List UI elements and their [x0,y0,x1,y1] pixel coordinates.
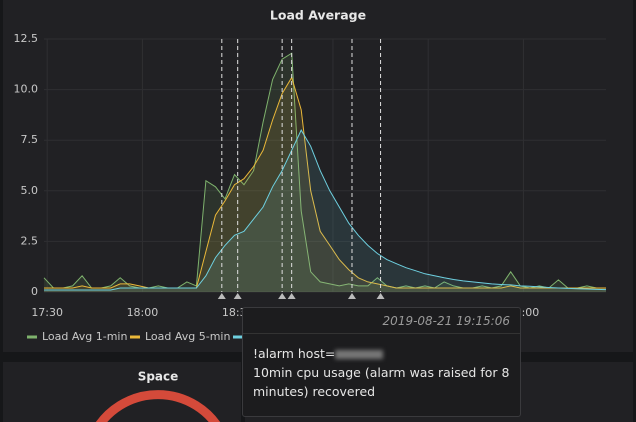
tooltip-line: !alarm host= [253,344,510,363]
y-tick-label: 5.0 [21,184,39,197]
tooltip-line: 10min cpu usage (alarm was raised for 8 … [253,365,510,399]
series-line [44,76,606,289]
series-line [44,129,607,291]
tooltip: 2019-08-21 19:15:06 !alarm host= 10min c… [242,307,521,417]
series-area [44,130,606,292]
tooltip-text: !alarm host= [253,346,336,361]
y-tick-label: 10.0 [14,83,39,96]
annotation-marker [233,293,242,299]
y-tick-label: 12.5 [14,32,39,45]
redacted [335,350,384,359]
annotation-marker [376,293,385,299]
panel [3,0,633,352]
panel-title: Space [138,370,179,384]
x-tick-label: 17:30 [31,306,63,319]
annotation-marker [278,293,287,299]
annotation-marker [217,293,226,299]
y-tick-label: 2.5 [21,234,39,247]
legend-label: Load Avg 1-min [42,330,127,343]
chart-title: Load Average [270,8,366,23]
y-tick-label: 0 [31,285,38,298]
series-area [44,77,606,292]
x-tick-label: 18:00 [127,306,159,319]
gauge-arc [95,390,221,422]
annotation-marker [347,293,356,299]
tooltip-time: 2019-08-21 19:15:06 [243,308,520,334]
legend-label: Load Avg 5-min [145,330,230,343]
y-tick-label: 7.5 [21,133,39,146]
annotation-marker [287,293,296,299]
